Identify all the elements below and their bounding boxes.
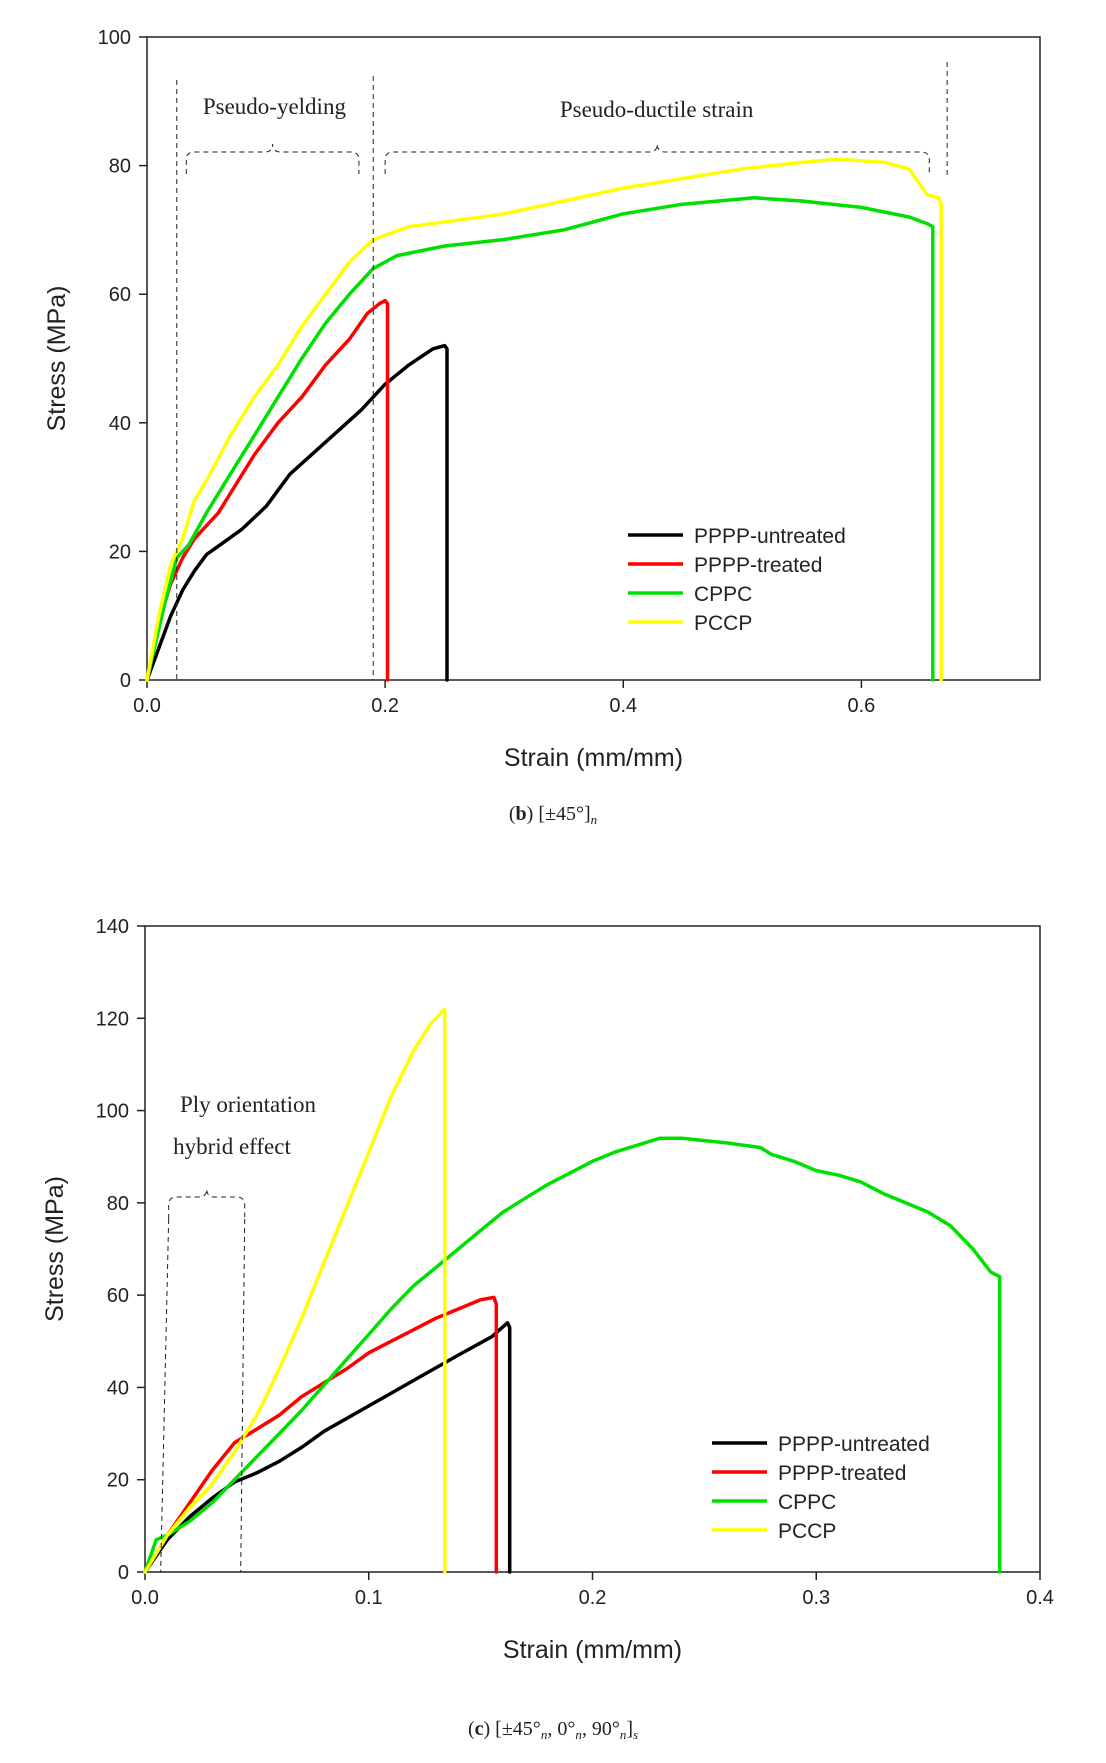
chart-b-y-axis-title: Stress (MPa) bbox=[43, 286, 71, 432]
chart-c-series-pppp-treated bbox=[143, 1295, 499, 1574]
chart-c-x-axis-title: Strain (mm/mm) bbox=[503, 1636, 682, 1664]
chart-c-x-tick-label: 0.0 bbox=[131, 1587, 159, 1609]
chart-b-x-tick-label: 0.2 bbox=[371, 695, 399, 717]
chart-c-y-tick-label: 120 bbox=[96, 1008, 129, 1030]
stress-strain-chart-c: 0.0 0.1 0.2 0.3 0.4 0 20 40 60 80 100 120 140 Strain … bbox=[0, 880, 1106, 1763]
chart-c-y-tick-label: 80 bbox=[107, 1193, 129, 1215]
chart-b-annotation-pseudo-yielding: Pseudo-yelding bbox=[203, 94, 347, 119]
chart-b-plot-frame bbox=[146, 36, 1041, 681]
chart-c-legend-label: CPPC bbox=[778, 1491, 836, 1514]
chart-c-series-pccp bbox=[143, 1007, 447, 1574]
chart-c-dashed-guide-right bbox=[240, 1218, 246, 1573]
chart-c-caption: (c) [±45°n, 0°n, 90°n]s bbox=[468, 1718, 638, 1742]
chart-b-series-pppp-treated bbox=[145, 298, 390, 682]
chart-c-y-tick-label: 100 bbox=[96, 1101, 129, 1123]
chart-c-y-tick-label: 20 bbox=[107, 1470, 129, 1492]
chart-c-x-tick-label: 0.4 bbox=[1026, 1587, 1054, 1609]
chart-c-legend-label: PPPP-untreated bbox=[778, 1433, 930, 1456]
chart-b-y-tick-label: 60 bbox=[109, 284, 131, 306]
chart-c-svg: 0.0 0.1 0.2 0.3 0.4 0 20 40 60 80 100 120 140 Strain … bbox=[41, 916, 1054, 1742]
chart-c-legend-label: PCCP bbox=[778, 1520, 836, 1543]
chart-b-legend-label: PPPP-treated bbox=[694, 554, 822, 577]
chart-c-y-tick-label: 140 bbox=[96, 916, 129, 938]
chart-b-y-tick-label: 80 bbox=[109, 156, 131, 178]
chart-c-y-tick-label: 60 bbox=[107, 1285, 129, 1307]
chart-b-x-tick-label: 0.4 bbox=[609, 695, 637, 717]
chart-b-caption: (b) [±45°]n bbox=[509, 803, 597, 827]
chart-b-x-axis-title: Strain (mm/mm) bbox=[504, 744, 683, 772]
chart-b-annotation-pseudo-ductile: Pseudo-ductile strain bbox=[560, 97, 754, 122]
chart-c-series-pppp-untreated bbox=[143, 1321, 512, 1574]
chart-c-x-tick-label: 0.2 bbox=[579, 1587, 607, 1609]
chart-c-dashed-guide-left bbox=[160, 1218, 170, 1573]
chart-b-y-tick-label: 40 bbox=[109, 413, 131, 435]
chart-c-series-cppc bbox=[143, 1136, 1002, 1574]
chart-b-legend-label: CPPC bbox=[694, 583, 752, 606]
chart-c-y-tick-label: 40 bbox=[107, 1377, 129, 1399]
chart-c-ply-orientation-bracket bbox=[168, 1188, 246, 1219]
chart-b-y-tick-label: 100 bbox=[98, 27, 131, 49]
chart-b-svg: 0.0 0.2 0.4 0.6 0 20 40 60 80 100 Strain (mm/mm) St… bbox=[43, 27, 1041, 827]
chart-b-x-tick-label: 0.0 bbox=[133, 695, 161, 717]
chart-c-x-tick-label: 0.3 bbox=[802, 1587, 830, 1609]
chart-b-legend-label: PPPP-untreated bbox=[694, 525, 846, 548]
chart-b-y-tick-label: 0 bbox=[120, 670, 131, 692]
stress-strain-chart-b: 0.0 0.2 0.4 0.6 0 20 40 60 80 100 Strain (mm/mm) St… bbox=[0, 0, 1106, 850]
chart-b-pseudo-yielding-bracket bbox=[185, 143, 360, 174]
chart-b-series-cppc bbox=[145, 196, 935, 682]
chart-c-annotation-hybrid-effect: hybrid effect bbox=[173, 1134, 291, 1159]
chart-c-x-tick-label: 0.1 bbox=[355, 1587, 383, 1609]
chart-c-legend-label: PPPP-treated bbox=[778, 1462, 906, 1485]
chart-b-series-pccp bbox=[145, 157, 943, 682]
chart-b-y-tick-label: 20 bbox=[109, 541, 131, 563]
chart-b-series-pppp-untreated bbox=[145, 343, 449, 682]
chart-c-y-tick-label: 0 bbox=[118, 1562, 129, 1584]
chart-b-x-tick-label: 0.6 bbox=[847, 695, 875, 717]
chart-b-pseudo-ductile-bracket bbox=[384, 143, 930, 174]
chart-c-y-axis-title: Stress (MPa) bbox=[41, 1176, 69, 1322]
chart-c-annotation-ply-orientation: Ply orientation bbox=[180, 1092, 317, 1117]
chart-b-legend-label: PCCP bbox=[694, 612, 752, 635]
